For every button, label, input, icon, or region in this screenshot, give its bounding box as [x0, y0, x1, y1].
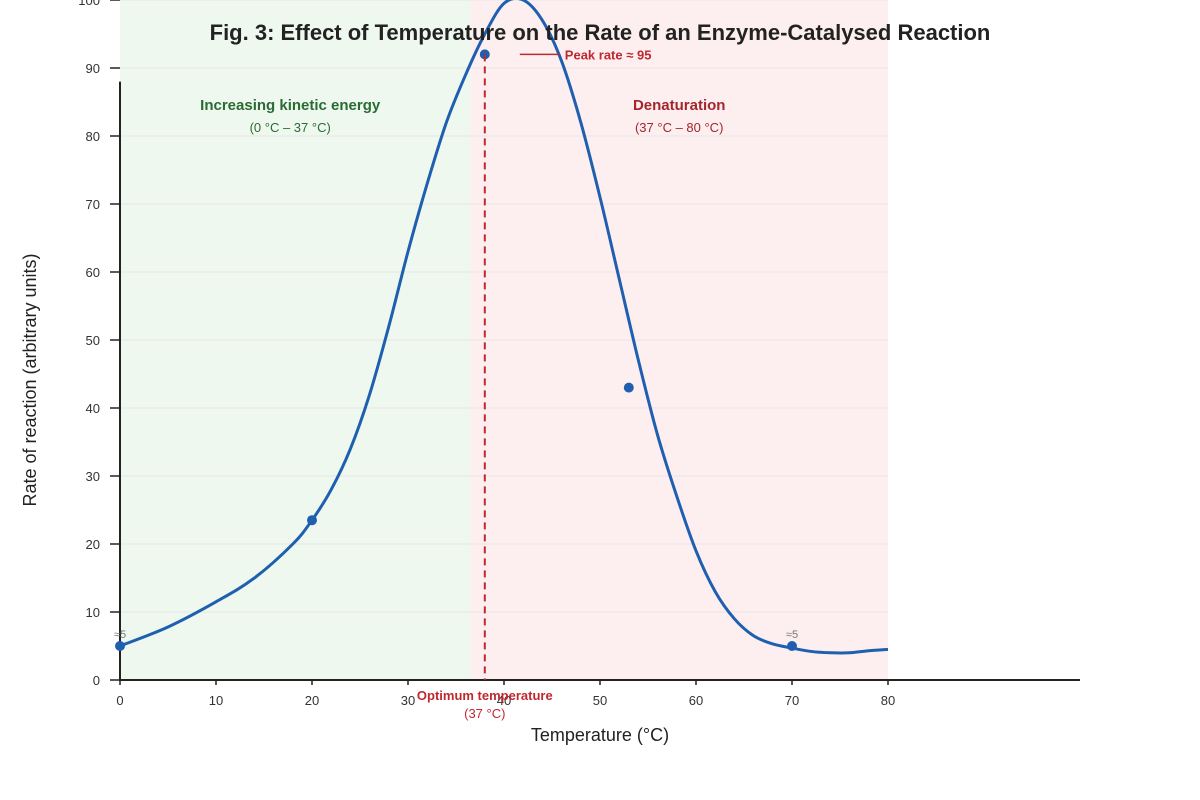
point-label-0: ≈5: [114, 629, 126, 641]
region-title-0: Increasing kinetic energy: [200, 97, 381, 114]
y-tick-label-60: 60: [86, 265, 100, 280]
y-tick-label-20: 20: [86, 537, 100, 552]
data-point-0: [115, 641, 125, 651]
region-subtitle-1: (37 °C – 80 °C): [635, 120, 723, 135]
data-point-4: [787, 641, 797, 651]
data-point-1: [307, 515, 317, 526]
y-tick-label-90: 90: [86, 61, 100, 76]
x-tick-label-40: 40: [497, 693, 511, 708]
curve-layer: [119, 0, 889, 655]
region-title-1: Denaturation: [633, 97, 726, 114]
y-tick-label-80: 80: [86, 129, 100, 144]
data-point-3: [623, 382, 634, 393]
x-tick-label-80: 80: [881, 693, 895, 708]
y-tick-label-70: 70: [86, 197, 100, 212]
optimum-sublabel: (37 °C): [464, 706, 505, 721]
chart-title: Fig. 3: Effect of Temperature on the Rat…: [210, 20, 991, 45]
x-tick-label-30: 30: [401, 693, 415, 708]
markers-layer: [115, 49, 797, 651]
x-tick-label-20: 20: [305, 693, 319, 708]
optimum-label: Optimum temperature: [417, 688, 553, 703]
y-tick-label-30: 30: [86, 469, 100, 484]
point-label-1: ≈5: [786, 629, 798, 641]
x-tick-label-0: 0: [116, 693, 123, 708]
x-axis-title: Temperature (°C): [531, 725, 669, 745]
y-tick-label-0: 0: [93, 673, 100, 688]
x-tick-label-60: 60: [689, 693, 703, 708]
x-tick-label-10: 10: [209, 693, 223, 708]
y-tick-label-40: 40: [86, 401, 100, 416]
x-tick-label-50: 50: [593, 693, 607, 708]
grid-layer: [120, 0, 888, 613]
rate-curve: [119, 0, 889, 655]
y-tick-label-10: 10: [86, 605, 100, 620]
y-tick-label-100: 100: [78, 0, 100, 8]
y-tick-label-50: 50: [86, 333, 100, 348]
peak-annotation-label: Peak rate ≈ 95: [565, 47, 652, 62]
ticks-layer: 0 10 20 30 40 50 60 70 80 90 100 0 10 20 30 40 50 60 70 80: [78, 0, 895, 708]
x-tick-label-70: 70: [785, 693, 799, 708]
annotations-layer: Optimum temperature (37 °C) Peak rate ≈ 95…: [114, 47, 798, 721]
y-axis-title: Rate of reaction (arbitrary units): [20, 253, 40, 506]
region-subtitle-0: (0 °C – 37 °C): [250, 120, 331, 135]
